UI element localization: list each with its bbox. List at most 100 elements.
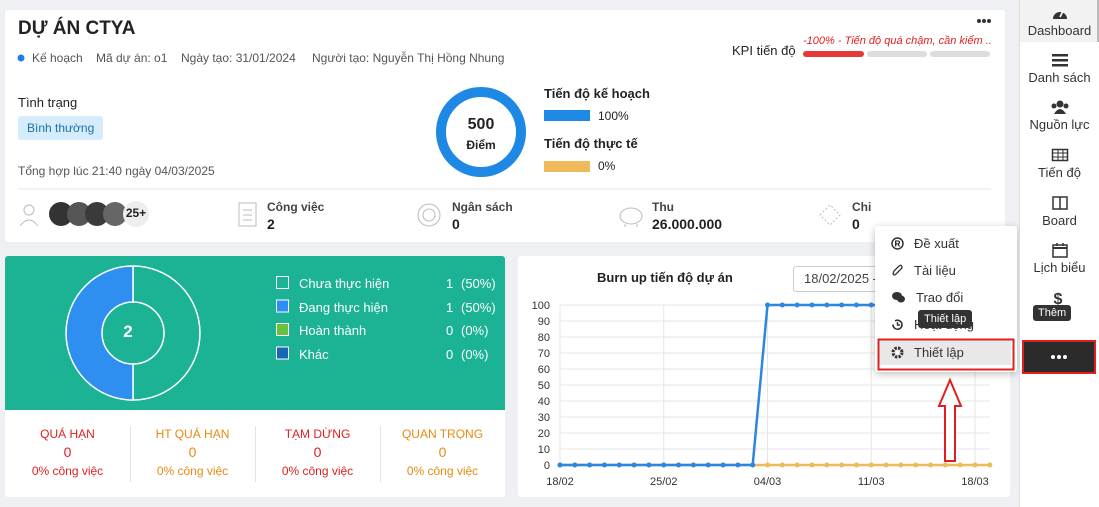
task-total: 2 — [123, 322, 133, 341]
data-point — [601, 462, 607, 468]
legend-label: Đang thực hiện — [299, 299, 388, 315]
task-icon — [238, 202, 257, 227]
score-value: 500 — [467, 116, 495, 133]
data-point — [824, 462, 830, 468]
legend-count: 1 — [446, 276, 454, 291]
data-point — [676, 462, 682, 468]
progress-swatch — [544, 161, 590, 172]
warning-value: 0 — [438, 444, 447, 460]
data-point — [898, 462, 904, 468]
project-title: DỰ ÁN CTYA — [18, 18, 136, 39]
warning-label: HT QUÁ HẠN — [155, 427, 230, 441]
y-tick-label: 60 — [538, 364, 550, 376]
stat-label: Thu — [652, 200, 674, 214]
menu-label: Trao đổi — [916, 289, 964, 305]
menu-item[interactable]: Trao đổi — [875, 284, 1017, 310]
legend-swatch — [276, 323, 289, 336]
more-button[interactable] — [1022, 340, 1096, 374]
legend-percent: (0%) — [461, 323, 489, 338]
data-point — [942, 462, 948, 468]
warning-value: 0 — [313, 444, 322, 460]
more-tool-icon[interactable]: $ — [1050, 289, 1066, 307]
data-point — [720, 462, 726, 468]
warning-label: TẠM DỪNG — [284, 427, 351, 441]
data-point — [735, 462, 741, 468]
sidebar-active — [1020, 0, 1099, 42]
legend-count: 1 — [446, 299, 454, 315]
warning-sub: 0% công việc — [156, 464, 229, 478]
progress-label: Tiến độ kế hoạch — [544, 86, 650, 101]
data-point — [913, 462, 919, 468]
task-donut — [65, 265, 289, 401]
legend-label: Khác — [299, 346, 329, 362]
warning-sub: 0% công việc — [406, 464, 479, 478]
legend-label: Hoàn thành — [299, 323, 367, 338]
y-tick-label: 100 — [532, 300, 550, 312]
y-tick-label: 30 — [538, 412, 550, 424]
sidebar-item[interactable]: Nguồn lực — [1020, 99, 1099, 132]
warning-divider — [130, 426, 131, 482]
data-point — [794, 462, 800, 468]
data-point — [853, 302, 859, 308]
tooltip: Thiết lập — [918, 310, 973, 328]
data-point — [572, 462, 578, 468]
sidebar-item[interactable]: Dashboard — [1020, 5, 1099, 38]
data-point — [631, 462, 637, 468]
expense-icon — [819, 204, 841, 226]
y-tick-label: 20 — [538, 428, 550, 440]
menu-item[interactable]: R Đề xuất — [875, 230, 1017, 256]
data-point — [587, 462, 593, 468]
legend-count: 0 — [446, 346, 454, 362]
sidebar-item[interactable]: Lịch biểu — [1020, 242, 1099, 275]
creator: Người tạo: Nguyễn Thị Hồng Nhung — [312, 51, 505, 65]
y-tick-label: 80 — [538, 332, 550, 344]
data-point — [824, 302, 830, 308]
status-dot — [17, 54, 25, 62]
project-code: Mã dự án: o1 — [96, 51, 168, 65]
dropdown-menu: RĐề xuất Tài liệu Trao đổi Hoạt động Thi… — [875, 226, 1017, 372]
task-summary-card: 2 Chưa thực hiện 1 (50%) Đang thực hiện 1 (50… — [5, 256, 505, 497]
x-tick-label: 04/03 — [754, 476, 782, 488]
legend-percent: (50%) — [461, 299, 496, 315]
divider — [18, 188, 991, 190]
members-avatars — [19, 201, 149, 227]
data-point — [928, 462, 934, 468]
data-point — [853, 462, 859, 468]
data-point — [779, 302, 785, 308]
data-point — [557, 462, 563, 468]
kpi-bar — [803, 51, 990, 57]
stat-value: 2 — [267, 216, 275, 232]
members-count: 25+ — [125, 206, 147, 220]
sidebar-item[interactable]: Danh sách — [1020, 52, 1099, 85]
legend-percent: (0%) — [461, 346, 489, 362]
legend-swatch — [276, 346, 289, 360]
data-point — [616, 462, 622, 468]
more-icon[interactable] — [976, 18, 992, 24]
data-point — [972, 462, 978, 468]
y-tick-label: 70 — [538, 348, 550, 360]
data-point — [750, 462, 756, 468]
warning-value: 0 — [188, 444, 197, 460]
status-label: Tình trạng — [18, 95, 78, 110]
budget-icon — [417, 203, 441, 227]
created-date: Ngày tạo: 31/01/2024 — [181, 51, 296, 65]
menu-item[interactable]: Tài liệu — [875, 257, 1017, 283]
sidebar-item[interactable]: Tiến độ — [1020, 147, 1099, 180]
x-tick-label: 11/03 — [858, 476, 885, 488]
kpi-label: KPI tiến độ — [732, 43, 796, 58]
warning-label: QUÁ HẠN — [40, 427, 95, 441]
kpi-text: -100% - Tiến độ quá chậm, cần kiểm ... — [803, 35, 991, 47]
data-point — [883, 462, 889, 468]
progress-swatch — [544, 110, 590, 121]
x-tick-label: 18/03 — [961, 476, 989, 488]
menu-label: Tài liệu — [914, 262, 956, 278]
menu-item[interactable]: Thiết lập — [878, 339, 1011, 365]
sidebar-item[interactable]: Board — [1020, 195, 1099, 228]
stat-label: Công việc — [267, 200, 325, 214]
data-point — [957, 462, 963, 468]
y-tick-label: 50 — [538, 380, 550, 392]
progress-value: 0% — [598, 159, 616, 173]
score-unit: Điểm — [466, 138, 496, 152]
sidebar-label: Board — [1042, 213, 1077, 228]
data-point — [839, 302, 845, 308]
